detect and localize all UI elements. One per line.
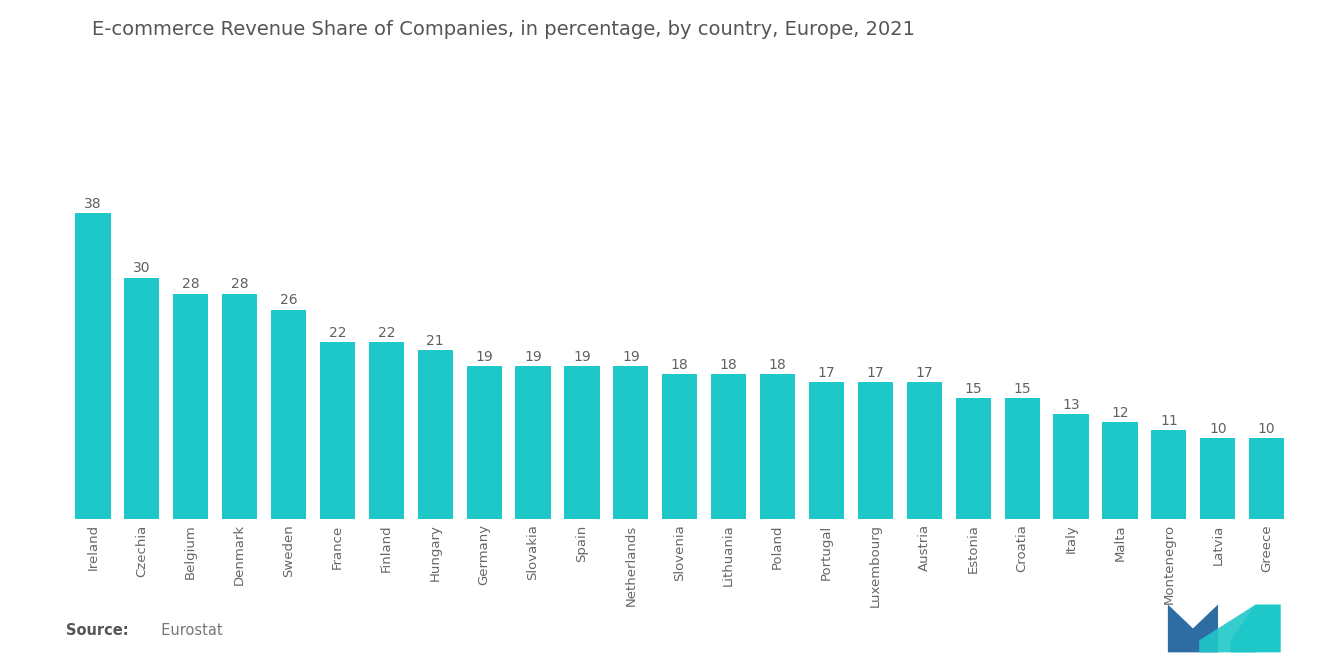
Bar [1102,422,1138,519]
Bar [319,342,355,519]
Text: 22: 22 [378,325,395,340]
Bar [956,398,991,519]
Text: 21: 21 [426,334,444,348]
Text: 19: 19 [524,350,543,364]
Text: 18: 18 [768,358,787,372]
Text: 19: 19 [475,350,494,364]
Bar [1249,438,1284,519]
Text: 15: 15 [1014,382,1031,396]
Bar [417,350,453,519]
Text: 13: 13 [1063,398,1080,412]
Bar [1200,438,1236,519]
Bar [368,342,404,519]
Bar [760,374,795,519]
Polygon shape [1230,604,1280,652]
Bar [466,366,502,519]
Text: 15: 15 [965,382,982,396]
Text: 30: 30 [133,261,150,275]
Text: 17: 17 [867,366,884,380]
Text: 28: 28 [231,277,248,291]
Bar [1005,398,1040,519]
Text: 18: 18 [719,358,738,372]
Text: 28: 28 [182,277,199,291]
Bar [1053,414,1089,519]
Polygon shape [1168,604,1218,652]
Polygon shape [1199,604,1255,652]
Bar [271,310,306,519]
Bar [711,374,746,519]
Text: 19: 19 [573,350,591,364]
Bar [75,213,111,519]
Text: 17: 17 [916,366,933,380]
Bar [809,382,843,519]
Bar [565,366,599,519]
Text: 12: 12 [1111,406,1129,420]
Text: 18: 18 [671,358,689,372]
Bar [516,366,550,519]
Text: 22: 22 [329,325,346,340]
Text: 10: 10 [1209,422,1226,436]
Bar [1151,430,1187,519]
Text: Source:: Source: [66,623,128,638]
Text: 17: 17 [817,366,836,380]
Text: 26: 26 [280,293,297,307]
Text: 19: 19 [622,350,640,364]
Text: Eurostat: Eurostat [152,623,223,638]
Text: 11: 11 [1160,414,1177,428]
Text: 38: 38 [84,197,102,211]
Bar [858,382,894,519]
Bar [614,366,648,519]
Bar [222,294,257,519]
Bar [124,278,160,519]
Text: 10: 10 [1258,422,1275,436]
Bar [663,374,697,519]
Text: E-commerce Revenue Share of Companies, in percentage, by country, Europe, 2021: E-commerce Revenue Share of Companies, i… [92,20,915,39]
Bar [907,382,942,519]
Bar [173,294,209,519]
